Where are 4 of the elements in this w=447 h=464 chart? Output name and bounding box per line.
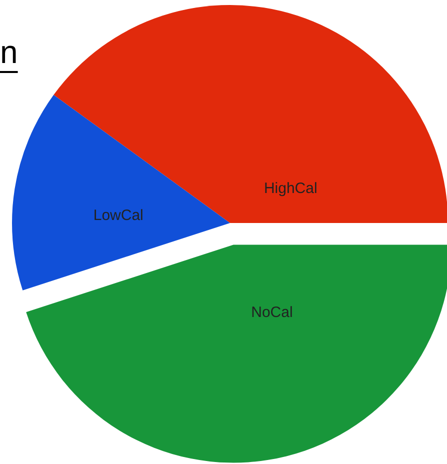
- slice-label: NoCal: [251, 304, 293, 321]
- slice-label: LowCal: [93, 206, 144, 224]
- text: n: [0, 33, 18, 72]
- slice-label: HighCal: [264, 180, 318, 197]
